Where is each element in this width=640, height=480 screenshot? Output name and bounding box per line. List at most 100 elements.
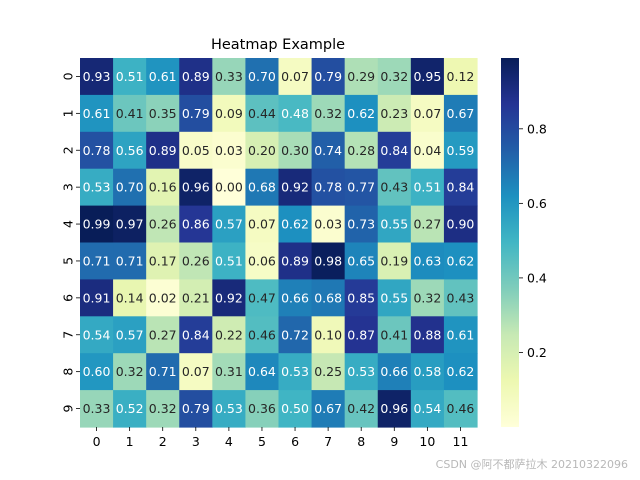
heatmap-cell bbox=[278, 58, 313, 96]
cell-value-label: 0.63 bbox=[413, 253, 441, 268]
cell-value-label: 0.51 bbox=[413, 180, 441, 195]
cell-value-label: 0.07 bbox=[281, 69, 309, 84]
heatmap-cell bbox=[278, 131, 313, 170]
cell-value-label: 0.22 bbox=[215, 327, 243, 342]
heatmap-cell bbox=[410, 390, 445, 428]
heatmap-cell bbox=[113, 205, 147, 244]
x-tick-label: 6 bbox=[291, 434, 299, 449]
heatmap-cell bbox=[113, 58, 147, 96]
heatmap-cell bbox=[245, 131, 280, 170]
cell-value-label: 0.10 bbox=[314, 327, 342, 342]
cell-value-label: 0.87 bbox=[347, 327, 375, 342]
y-tick-label: 8 bbox=[61, 368, 76, 376]
cell-value-label: 0.02 bbox=[149, 290, 177, 305]
heatmap-cell bbox=[113, 94, 147, 133]
cell-value-label: 0.92 bbox=[281, 180, 309, 195]
heatmap-cell bbox=[212, 279, 247, 317]
heatmap-cell bbox=[377, 168, 412, 207]
heatmap-cell bbox=[146, 390, 180, 428]
heatmap-cell bbox=[311, 390, 346, 428]
cell-value-label: 0.79 bbox=[182, 401, 210, 416]
x-tick-label: 2 bbox=[159, 434, 167, 449]
y-tick-label: 4 bbox=[61, 220, 76, 228]
cell-value-label: 0.23 bbox=[380, 106, 408, 121]
cell-value-label: 0.26 bbox=[149, 217, 177, 232]
heatmap-cell bbox=[311, 316, 346, 354]
heatmap-cell bbox=[377, 131, 412, 170]
heatmap-cell bbox=[311, 242, 346, 280]
cell-value-label: 0.62 bbox=[347, 106, 375, 121]
y-tick-label: 6 bbox=[61, 294, 76, 302]
colorbar: 0.2 0.4 0.6 0.8 bbox=[501, 58, 547, 427]
cell-value-label: 0.32 bbox=[116, 364, 144, 379]
heatmap-cell bbox=[245, 279, 280, 317]
cell-value-label: 0.90 bbox=[447, 217, 475, 232]
heatmap-cell bbox=[80, 353, 114, 391]
cell-value-label: 0.46 bbox=[248, 327, 276, 342]
heatmap-cell bbox=[245, 316, 280, 354]
heatmap-cell bbox=[377, 94, 412, 133]
heatmap-cell bbox=[80, 131, 114, 170]
x-tick-label: 7 bbox=[324, 434, 332, 449]
heatmap-cell bbox=[146, 316, 180, 354]
cell-value-label: 0.46 bbox=[447, 401, 475, 416]
heatmap-cell bbox=[377, 58, 412, 96]
heatmap-cell bbox=[377, 205, 412, 244]
colorbar-gradient bbox=[501, 58, 519, 427]
heatmap-cell bbox=[80, 205, 114, 244]
cell-value-label: 0.67 bbox=[314, 401, 342, 416]
cell-value-label: 0.41 bbox=[116, 106, 144, 121]
heatmap-cell bbox=[113, 131, 147, 170]
heatmap-cell bbox=[443, 168, 478, 207]
heatmap-cell bbox=[344, 58, 379, 96]
cell-value-label: 0.17 bbox=[149, 253, 177, 268]
heatmap-cell bbox=[377, 279, 412, 317]
cell-value-label: 0.60 bbox=[83, 364, 111, 379]
cell-value-label: 0.07 bbox=[182, 364, 210, 379]
cell-value-label: 0.20 bbox=[248, 143, 276, 158]
cell-value-label: 0.68 bbox=[248, 180, 276, 195]
heatmap-cell bbox=[344, 168, 379, 207]
heatmap-cell bbox=[179, 242, 213, 280]
cell-value-label: 0.53 bbox=[215, 401, 243, 416]
heatmap-cell bbox=[179, 316, 213, 354]
cell-value-label: 0.07 bbox=[413, 106, 441, 121]
heatmap-cell bbox=[212, 205, 247, 244]
heatmap-cell bbox=[146, 168, 180, 207]
heatmap-cell bbox=[80, 94, 114, 133]
cell-value-label: 0.70 bbox=[116, 180, 144, 195]
cell-value-label: 0.84 bbox=[447, 180, 475, 195]
cell-value-label: 0.42 bbox=[347, 401, 375, 416]
cell-value-label: 0.32 bbox=[149, 401, 177, 416]
cell-value-label: 0.33 bbox=[83, 401, 111, 416]
heatmap-value-labels: 0.93 0.51 0.61 0.89 0.33 0.70 0.07 0.79 0.29 0.32… bbox=[83, 69, 475, 416]
y-axis-ticks: 0 1 2 3 4 5 6 7 8 9 bbox=[61, 72, 80, 413]
cell-value-label: 0.61 bbox=[447, 327, 475, 342]
heatmap-cell bbox=[410, 131, 445, 170]
cell-value-label: 0.33 bbox=[215, 69, 243, 84]
heatmap-cell bbox=[377, 242, 412, 280]
cell-value-label: 0.28 bbox=[347, 143, 375, 158]
cell-value-label: 0.95 bbox=[413, 69, 441, 84]
cell-value-label: 0.91 bbox=[83, 290, 111, 305]
heatmap-cell bbox=[311, 168, 346, 207]
y-tick-label: 0 bbox=[61, 72, 76, 80]
heatmap-cell bbox=[80, 316, 114, 354]
heatmap-cell bbox=[179, 279, 213, 317]
heatmap-cell bbox=[311, 205, 346, 244]
cell-value-label: 0.93 bbox=[83, 69, 111, 84]
heatmap-cell bbox=[344, 205, 379, 244]
heatmap-cell bbox=[146, 279, 180, 317]
y-tick-label: 1 bbox=[61, 109, 76, 117]
cell-value-label: 0.73 bbox=[347, 217, 375, 232]
cell-value-label: 0.36 bbox=[248, 401, 276, 416]
cell-value-label: 0.78 bbox=[83, 143, 111, 158]
heatmap-cell bbox=[212, 168, 247, 207]
heatmap-cell bbox=[410, 242, 445, 280]
cell-value-label: 0.12 bbox=[447, 69, 475, 84]
x-tick-label: 1 bbox=[126, 434, 134, 449]
cell-value-label: 0.77 bbox=[347, 180, 375, 195]
cell-value-label: 0.89 bbox=[149, 143, 177, 158]
x-tick-label: 9 bbox=[390, 434, 398, 449]
